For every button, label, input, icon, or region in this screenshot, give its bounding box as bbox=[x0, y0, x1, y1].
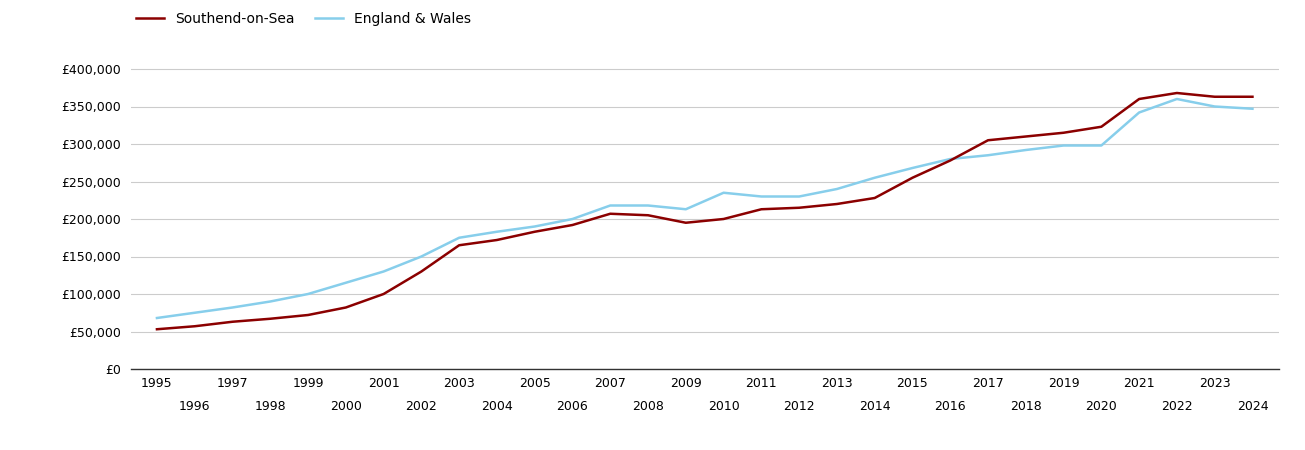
England & Wales bbox=[1207, 104, 1223, 109]
England & Wales bbox=[1131, 110, 1147, 115]
Southend-on-Sea bbox=[980, 138, 996, 143]
England & Wales bbox=[791, 194, 806, 199]
England & Wales bbox=[603, 203, 619, 208]
England & Wales bbox=[715, 190, 731, 195]
England & Wales bbox=[904, 165, 920, 171]
Text: 2006: 2006 bbox=[557, 400, 589, 413]
Southend-on-Sea bbox=[641, 212, 656, 218]
England & Wales bbox=[753, 194, 769, 199]
England & Wales bbox=[262, 299, 278, 304]
England & Wales bbox=[1245, 106, 1261, 112]
England & Wales bbox=[1018, 147, 1034, 153]
Southend-on-Sea bbox=[565, 222, 581, 228]
Southend-on-Sea bbox=[791, 205, 806, 211]
England & Wales bbox=[452, 235, 467, 240]
Southend-on-Sea bbox=[376, 291, 392, 297]
England & Wales bbox=[149, 315, 164, 321]
England & Wales bbox=[1056, 143, 1071, 148]
England & Wales bbox=[414, 254, 429, 259]
Text: 1998: 1998 bbox=[254, 400, 286, 413]
England & Wales bbox=[942, 156, 958, 162]
Text: 2016: 2016 bbox=[934, 400, 966, 413]
Line: Southend-on-Sea: Southend-on-Sea bbox=[157, 93, 1253, 329]
England & Wales bbox=[565, 216, 581, 222]
Line: England & Wales: England & Wales bbox=[157, 99, 1253, 318]
Text: 2014: 2014 bbox=[859, 400, 890, 413]
England & Wales bbox=[1169, 96, 1185, 102]
Southend-on-Sea bbox=[149, 327, 164, 332]
Southend-on-Sea bbox=[603, 211, 619, 216]
Southend-on-Sea bbox=[187, 324, 202, 329]
England & Wales bbox=[338, 280, 354, 285]
Text: 2020: 2020 bbox=[1086, 400, 1117, 413]
England & Wales bbox=[527, 224, 543, 229]
Southend-on-Sea bbox=[679, 220, 694, 225]
Text: 2002: 2002 bbox=[406, 400, 437, 413]
Southend-on-Sea bbox=[262, 316, 278, 321]
England & Wales bbox=[224, 305, 240, 310]
Southend-on-Sea bbox=[1245, 94, 1261, 99]
Text: 2004: 2004 bbox=[482, 400, 513, 413]
Southend-on-Sea bbox=[829, 201, 844, 207]
Southend-on-Sea bbox=[527, 229, 543, 234]
Text: 2008: 2008 bbox=[632, 400, 664, 413]
Southend-on-Sea bbox=[1094, 124, 1109, 130]
Southend-on-Sea bbox=[753, 207, 769, 212]
Text: 1996: 1996 bbox=[179, 400, 210, 413]
Southend-on-Sea bbox=[1207, 94, 1223, 99]
Southend-on-Sea bbox=[1018, 134, 1034, 139]
Legend: Southend-on-Sea, England & Wales: Southend-on-Sea, England & Wales bbox=[130, 7, 476, 32]
England & Wales bbox=[679, 207, 694, 212]
Text: 2000: 2000 bbox=[330, 400, 361, 413]
Southend-on-Sea bbox=[1131, 96, 1147, 102]
Southend-on-Sea bbox=[1056, 130, 1071, 135]
Text: 2010: 2010 bbox=[707, 400, 740, 413]
Southend-on-Sea bbox=[414, 269, 429, 274]
Southend-on-Sea bbox=[452, 243, 467, 248]
Southend-on-Sea bbox=[904, 175, 920, 180]
Southend-on-Sea bbox=[942, 158, 958, 163]
Text: 2018: 2018 bbox=[1010, 400, 1041, 413]
England & Wales bbox=[376, 269, 392, 274]
Southend-on-Sea bbox=[1169, 90, 1185, 96]
Southend-on-Sea bbox=[715, 216, 731, 222]
Southend-on-Sea bbox=[489, 237, 505, 243]
Text: 2012: 2012 bbox=[783, 400, 814, 413]
England & Wales bbox=[980, 153, 996, 158]
England & Wales bbox=[829, 186, 844, 192]
England & Wales bbox=[187, 310, 202, 315]
England & Wales bbox=[489, 229, 505, 234]
Southend-on-Sea bbox=[224, 319, 240, 324]
Southend-on-Sea bbox=[338, 305, 354, 310]
Text: 2022: 2022 bbox=[1161, 400, 1193, 413]
England & Wales bbox=[300, 291, 316, 297]
Text: 2024: 2024 bbox=[1237, 400, 1268, 413]
England & Wales bbox=[867, 175, 882, 180]
Southend-on-Sea bbox=[300, 312, 316, 318]
Southend-on-Sea bbox=[867, 195, 882, 201]
England & Wales bbox=[641, 203, 656, 208]
England & Wales bbox=[1094, 143, 1109, 148]
